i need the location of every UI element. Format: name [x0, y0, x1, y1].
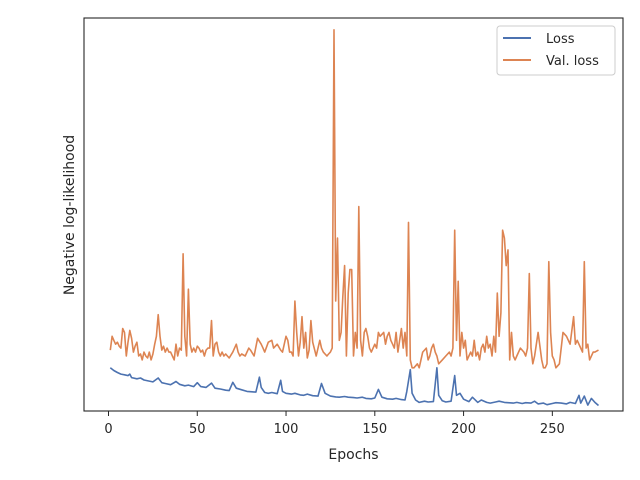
x-tick-label: 200 — [451, 422, 476, 437]
plot-series-group — [109, 29, 600, 407]
legend-label-val-loss: Val. loss — [546, 54, 599, 69]
plot-frame — [83, 17, 624, 412]
x-tick-label: 0 — [104, 422, 112, 437]
legend: Loss Val. loss — [496, 25, 616, 76]
x-tick-label: 100 — [274, 422, 299, 437]
x-tick-label: 50 — [189, 422, 206, 437]
x-axis-label: Epochs — [328, 447, 378, 463]
x-tick-label: 150 — [362, 422, 387, 437]
series-line-val-loss — [109, 29, 599, 369]
x-axis-ticks: 0 50 100 150 200 250 — [104, 411, 565, 437]
series-line-loss — [109, 367, 600, 407]
x-tick-label: 250 — [540, 422, 565, 437]
legend-label-loss: Loss — [546, 32, 575, 47]
y-axis-label: Negative log-likelihood — [62, 135, 78, 295]
